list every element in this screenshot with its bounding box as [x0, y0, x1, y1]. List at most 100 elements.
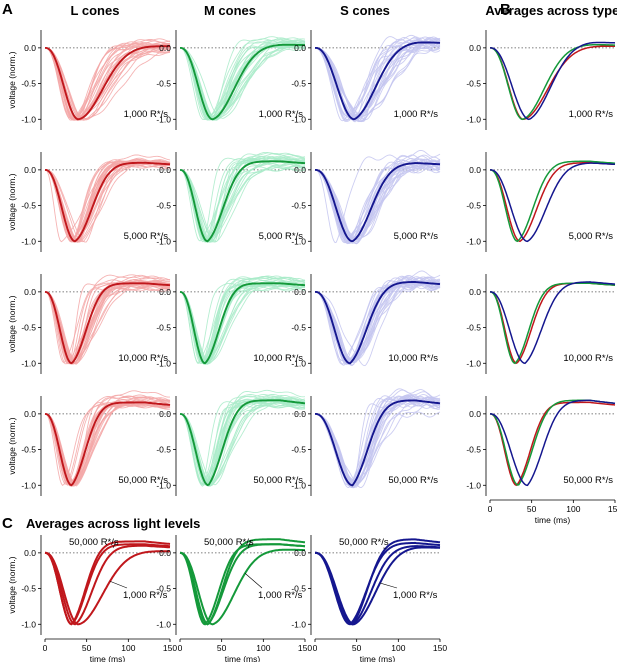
- x-tick-label-c-2-0: 0: [178, 643, 183, 653]
- individual-trace-a-2-2-4: [179, 157, 306, 241]
- individual-traces-a-2-4: [179, 389, 306, 487]
- x-axis-label-c-1: time (ms): [90, 654, 126, 662]
- panel-letter-c: C: [2, 515, 13, 532]
- y-tick-label-c-3-1: -0.5: [291, 584, 306, 594]
- y-tick-label-a-2-4-2: -1.0: [156, 480, 171, 490]
- annotation-label-top-c-3: 50,000 R*/s: [339, 537, 389, 548]
- individual-trace-a-2-4-1: [180, 402, 306, 486]
- column-title-s-cones: S cones: [340, 3, 390, 18]
- y-axis-label-a-1-2: voltage (norm.): [7, 173, 17, 230]
- individual-trace-a-1-4-25: [44, 402, 171, 487]
- x-tick-label-c-3-3: 150: [433, 643, 447, 653]
- y-tick-label-a-2-1-2: -1.0: [156, 114, 171, 124]
- individual-trace-a-2-4-6: [179, 404, 306, 487]
- annotation-label-bottom-c-1: 1,000 R*/s: [123, 590, 168, 601]
- x-tick-label-c-2-3: 150: [298, 643, 312, 653]
- y-tick-label-b-2-0: 0.0: [469, 165, 481, 175]
- column-title-l-cones: L cones: [71, 3, 120, 18]
- individual-traces-a-2-1: [179, 36, 306, 121]
- panel-letter-a: A: [2, 1, 13, 18]
- y-tick-label-c-1-2: -1.0: [21, 619, 36, 629]
- individual-trace-a-2-3-24: [179, 279, 306, 364]
- individual-trace-a-3-2-23: [314, 155, 441, 244]
- individual-trace-a-1-1-14: [45, 38, 171, 121]
- y-tick-label-a-3-2-1: -0.5: [291, 201, 306, 211]
- light-level-label-b-3: 10,000 R*/s: [563, 353, 613, 364]
- mean-trace-a-2-2: [179, 160, 306, 243]
- annotation-pointer-bottom-c-1: [109, 580, 128, 589]
- y-tick-label-b-3-2: -1.0: [466, 358, 481, 368]
- y-tick-label-a-3-2-0: 0.0: [294, 165, 306, 175]
- individual-trace-a-1-2-19: [45, 160, 171, 243]
- x-axis-label-c-2: time (ms): [225, 654, 261, 662]
- mean-trace-a-3-2: [315, 162, 441, 243]
- individual-traces-a-1-2: [44, 154, 171, 243]
- y-tick-label-a-1-3-1: -0.5: [21, 323, 36, 333]
- y-axis-label-c-1: voltage (norm.): [7, 556, 17, 613]
- light-level-label-a-2-4: 50,000 R*/s: [253, 475, 303, 486]
- y-tick-label-b-4-0: 0.0: [469, 409, 481, 419]
- y-tick-label-a-2-2-0: 0.0: [159, 165, 171, 175]
- x-tick-label-c-3-1: 50: [352, 643, 362, 653]
- light-level-trace-c-1-0: [45, 550, 170, 626]
- light-level-label-a-1-4: 50,000 R*/s: [118, 475, 168, 486]
- y-tick-label-b-1-1: -0.5: [466, 79, 481, 89]
- y-tick-label-a-1-1-1: -0.5: [21, 79, 36, 89]
- average-trace-b-2-2: [490, 162, 616, 243]
- y-axis-label-a-1-3: voltage (norm.): [7, 295, 17, 352]
- x-tick-label-b-4-2: 100: [566, 504, 580, 514]
- y-tick-label-a-2-3-0: 0.0: [159, 287, 171, 297]
- light-level-label-a-3-3: 10,000 R*/s: [388, 353, 438, 364]
- x-tick-label-c-2-2: 100: [256, 643, 270, 653]
- light-level-label-a-1-3: 10,000 R*/s: [118, 353, 168, 364]
- individual-trace-a-1-2-6: [44, 160, 171, 243]
- average-trace-b-1-1: [490, 44, 615, 121]
- x-tick-label-c-1-2: 100: [121, 643, 135, 653]
- y-tick-label-a-3-4-1: -0.5: [291, 445, 306, 455]
- individual-trace-a-1-3-25: [44, 288, 171, 365]
- individual-trace-a-3-2-17: [314, 158, 441, 240]
- average-trace-b-3-1: [489, 282, 616, 365]
- x-axis-label-c-3: time (ms): [360, 654, 396, 662]
- y-tick-label-a-1-1-0: 0.0: [24, 43, 36, 53]
- light-level-label-a-2-1: 1,000 R*/s: [259, 109, 304, 120]
- y-tick-label-a-1-3-0: 0.0: [24, 287, 36, 297]
- average-trace-b-1-2: [490, 41, 616, 121]
- individual-trace-a-2-1-7: [180, 36, 306, 120]
- y-tick-label-b-3-1: -0.5: [466, 323, 481, 333]
- individual-trace-a-3-4-24: [314, 401, 441, 489]
- annotation-pointer-bottom-c-3: [379, 582, 398, 589]
- y-tick-label-a-3-1-0: 0.0: [294, 43, 306, 53]
- individual-trace-a-3-1-21: [314, 40, 441, 120]
- y-tick-label-a-2-1-1: -0.5: [156, 79, 171, 89]
- annotation-label-top-c-2: 50,000 R*/s: [204, 537, 254, 548]
- individual-trace-a-2-4-19: [179, 396, 306, 485]
- light-level-trace-c-2-0: [180, 548, 305, 626]
- individual-trace-a-1-1-24: [44, 39, 171, 121]
- y-axis-label-a-1-1: voltage (norm.): [7, 51, 17, 108]
- mean-trace-a-1-4: [44, 401, 171, 487]
- individual-trace-a-3-1-24: [314, 37, 441, 121]
- y-tick-label-a-2-1-0: 0.0: [159, 43, 171, 53]
- y-tick-label-b-1-2: -1.0: [466, 114, 481, 124]
- x-tick-label-b-4-3: 150: [608, 504, 617, 514]
- individual-traces-a-3-4: [314, 388, 441, 489]
- annotation-pointer-top-c-1: [112, 542, 117, 549]
- individual-traces-a-3-3: [314, 270, 441, 367]
- annotation-label-top-c-1: 50,000 R*/s: [69, 537, 119, 548]
- y-tick-label-a-2-4-1: -0.5: [156, 445, 171, 455]
- y-tick-label-a-3-3-2: -1.0: [291, 358, 306, 368]
- light-level-label-b-1: 1,000 R*/s: [569, 109, 614, 120]
- y-tick-label-a-1-2-2: -1.0: [21, 236, 36, 246]
- y-tick-label-c-2-0: 0.0: [159, 548, 171, 558]
- y-tick-label-c-2-2: -1.0: [156, 619, 171, 629]
- annotation-pointer-top-c-2: [247, 540, 252, 549]
- column-title-averages-across-types: Averages across types: [485, 3, 617, 18]
- individual-trace-a-3-4-20: [314, 389, 441, 484]
- individual-traces-a-3-2: [314, 149, 441, 245]
- y-tick-label-a-1-3-2: -1.0: [21, 358, 36, 368]
- y-tick-label-b-2-1: -0.5: [466, 201, 481, 211]
- light-level-label-b-4: 50,000 R*/s: [563, 475, 613, 486]
- y-tick-label-c-1-1: -0.5: [21, 584, 36, 594]
